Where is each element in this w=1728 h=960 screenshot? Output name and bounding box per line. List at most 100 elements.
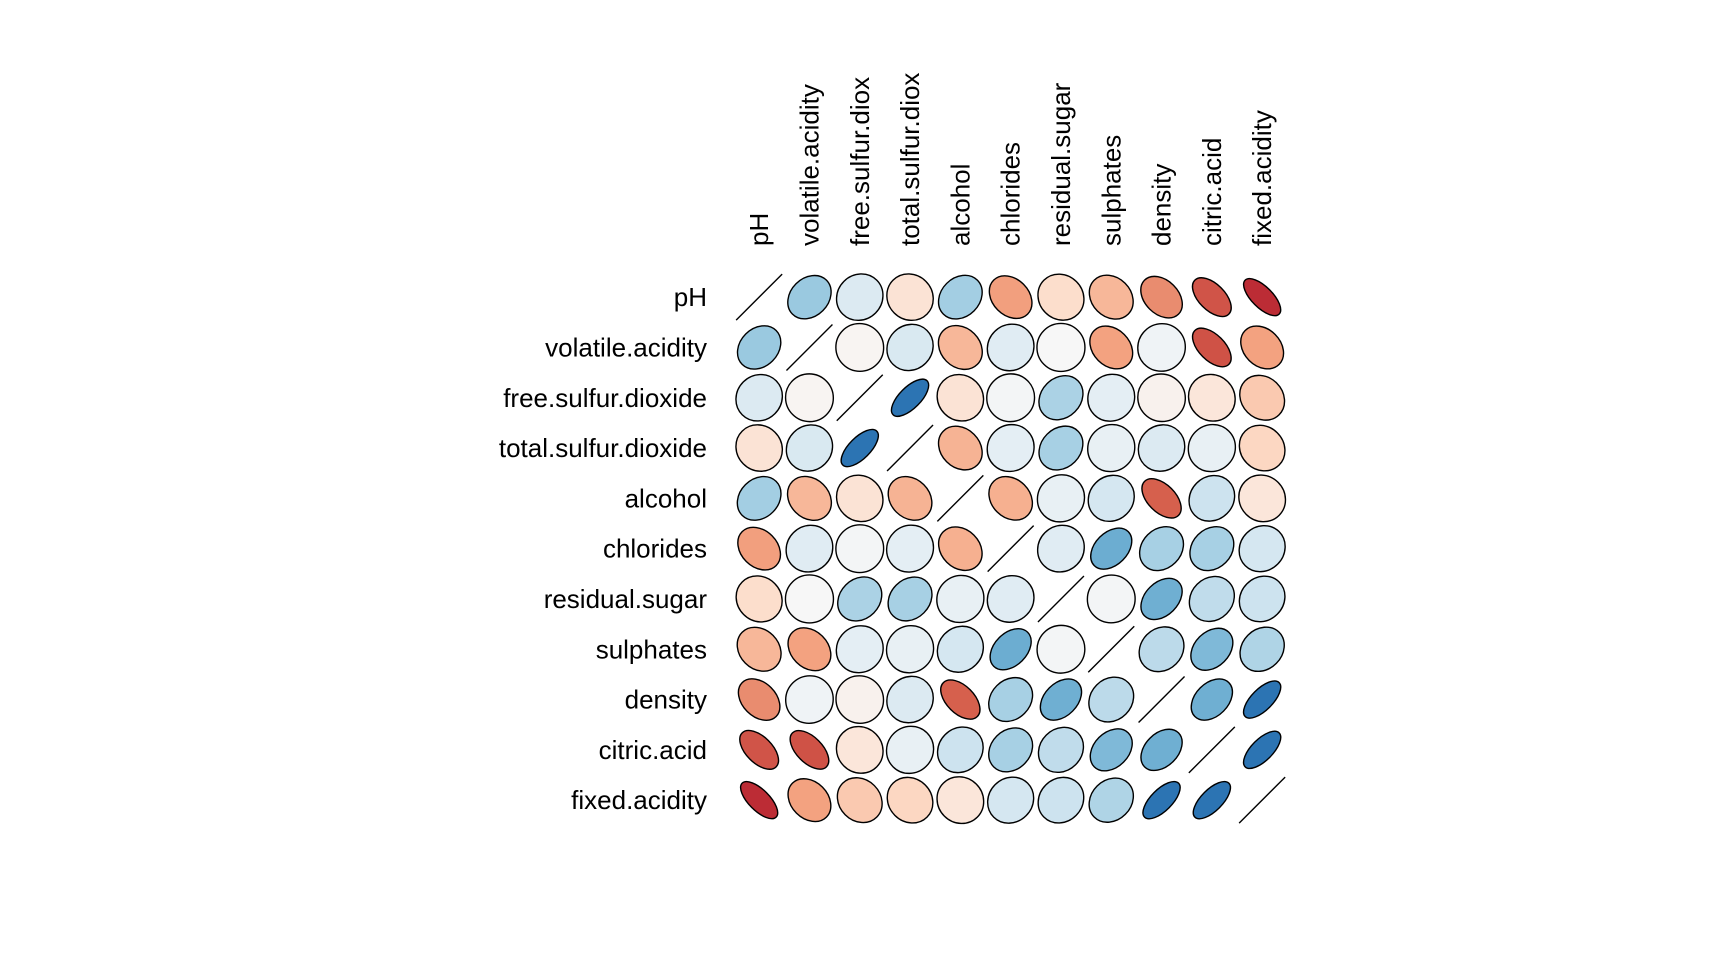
correlation-ellipse	[886, 273, 934, 322]
correlation-ellipse	[890, 378, 930, 418]
diagonal-mark	[785, 323, 833, 371]
correlation-ellipse	[1242, 680, 1282, 719]
correlation-ellipse	[886, 675, 934, 724]
correlation-ellipse	[1137, 424, 1186, 472]
correlation-ellipse	[787, 778, 832, 823]
diagonal-mark	[836, 374, 884, 422]
correlation-ellipse	[1087, 423, 1136, 473]
correlation-ellipse	[1089, 728, 1133, 772]
correlation-ellipse	[1089, 325, 1134, 370]
correlation-ellipse	[986, 373, 1036, 423]
row-label: volatile.acidity	[545, 332, 707, 362]
column-label: residual.sugar	[1046, 82, 1076, 246]
correlation-ellipse	[986, 323, 1035, 372]
correlation-ellipse	[1088, 676, 1135, 723]
correlation-ellipse	[1086, 574, 1136, 624]
correlation-ellipse	[1138, 526, 1185, 572]
row-label: chlorides	[603, 534, 707, 564]
correlation-ellipse	[988, 727, 1034, 773]
diagonal-mark	[1238, 776, 1286, 824]
correlation-ellipse	[988, 475, 1034, 521]
correlation-ellipse	[1142, 780, 1181, 820]
correlation-ellipse	[937, 526, 983, 572]
correlation-ellipse	[1037, 776, 1085, 824]
correlation-ellipse	[1238, 474, 1287, 523]
correlation-ellipse	[785, 524, 834, 573]
correlation-ellipse	[988, 676, 1034, 723]
correlation-ellipse	[835, 625, 884, 674]
correlation-ellipse	[836, 777, 883, 824]
correlation-ellipse	[1036, 524, 1085, 573]
row-label: fixed.acidity	[571, 785, 707, 815]
correlation-ellipse	[936, 625, 985, 673]
correlation-ellipse	[737, 678, 781, 721]
correlation-ellipse	[835, 524, 885, 574]
correlation-ellipse	[736, 475, 782, 521]
correlation-ellipse	[937, 324, 983, 371]
correlation-ellipse	[735, 373, 784, 422]
correlation-ellipse	[835, 675, 885, 725]
column-labels: pH volatile.acidity free.sulfur.diox total.…	[744, 73, 1277, 246]
diagonal-mark	[936, 474, 984, 522]
correlation-ellipse	[786, 475, 833, 521]
row-labels: pH volatile.acidity free.sulfur.dioxide tot…	[499, 282, 707, 815]
diagonal-mark	[886, 424, 934, 472]
correlation-ellipse	[1037, 273, 1085, 321]
correlation-ellipse	[936, 373, 985, 422]
correlation-ellipse	[1087, 373, 1136, 422]
diagonal-mark	[735, 273, 783, 321]
correlation-ellipse	[1090, 527, 1133, 570]
correlation-ellipse	[1189, 526, 1235, 572]
correlation-ellipse	[1242, 730, 1282, 770]
correlation-ellipse	[1238, 524, 1286, 573]
correlation-ellipse	[886, 776, 934, 824]
correlation-ellipse	[887, 475, 933, 521]
correlation-ellipse	[1188, 474, 1236, 522]
correlation-ellipse	[1239, 626, 1285, 673]
correlation-ellipse	[787, 627, 832, 672]
correlation-ellipse	[937, 425, 983, 471]
column-label: volatile.acidity	[794, 84, 824, 246]
correlation-ellipse	[835, 474, 884, 523]
correlation-ellipse	[1037, 726, 1085, 774]
row-label: pH	[674, 282, 707, 312]
correlation-ellipse	[739, 729, 780, 770]
correlation-ellipse	[886, 323, 934, 372]
correlation-ellipse	[1190, 678, 1234, 721]
correlation-ellipse	[835, 725, 884, 774]
diagonal-mark	[987, 525, 1035, 573]
column-label: chlorides	[996, 142, 1026, 246]
correlation-ellipse	[1137, 322, 1187, 372]
row-label: citric.acid	[599, 735, 707, 765]
column-label: sulphates	[1096, 135, 1126, 246]
correlation-ellipse	[735, 424, 784, 472]
correlation-ellipse	[784, 675, 834, 725]
correlation-ellipse	[885, 725, 935, 775]
correlation-ellipse	[885, 625, 935, 674]
row-label: free.sulfur.dioxide	[503, 383, 707, 413]
correlation-ellipse	[989, 628, 1032, 671]
row-label: density	[625, 685, 707, 715]
correlation-ellipse	[1088, 777, 1135, 823]
correlation-ellipse	[1036, 624, 1086, 674]
correlation-ellipse	[936, 574, 985, 624]
correlation-ellipse	[1088, 274, 1134, 320]
correlation-ellipse	[937, 274, 983, 320]
correlation-ellipse	[1140, 275, 1183, 319]
correlation-ellipse	[736, 626, 782, 672]
column-label: density	[1147, 164, 1177, 246]
correlation-ellipse	[787, 274, 832, 320]
correlation-ellipse	[1242, 277, 1282, 317]
correlation-ellipse	[1192, 780, 1232, 820]
correlation-ellipse	[1187, 423, 1237, 473]
correlation-ellipse	[837, 576, 883, 622]
correlation-ellipse	[1038, 375, 1084, 421]
correlation-ellipse	[887, 576, 933, 622]
correlation-ellipse	[1239, 374, 1286, 421]
correlation-ellipse	[1191, 277, 1232, 318]
correlation-ellipse	[1039, 678, 1083, 721]
correlation-ellipse	[835, 273, 884, 322]
correlation-ellipse	[1087, 474, 1135, 523]
correlation-ellipse	[737, 526, 782, 571]
correlation-ellipse	[936, 726, 984, 774]
